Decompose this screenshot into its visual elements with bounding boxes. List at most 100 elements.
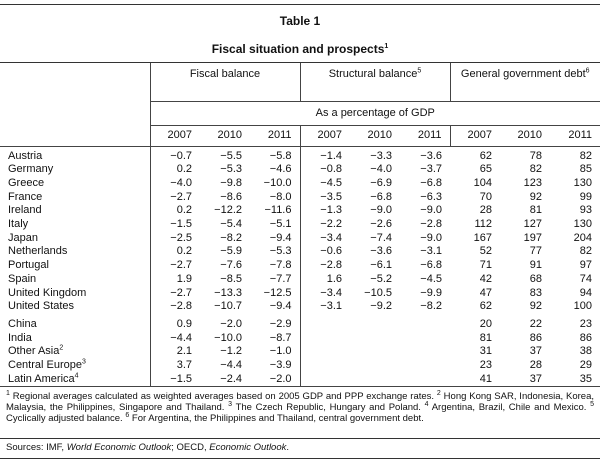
table-cell: 38 <box>579 345 592 358</box>
row-label: France <box>0 191 150 205</box>
table-cell: −1.4 <box>299 145 350 164</box>
table-cell: −7.6 <box>220 259 242 272</box>
country-name: Ireland <box>8 204 42 217</box>
table-row: China 0.9 −2.0 −2.9 20 22 23 <box>0 317 600 332</box>
table-cell: −3.7 <box>420 163 442 176</box>
table-cell: 100 <box>573 300 592 313</box>
table-cell: −9.8 <box>220 176 242 189</box>
table-cell: −1.3 <box>299 204 350 219</box>
table-cell: −9.0 <box>420 231 442 244</box>
footnote-text: The Czech Republic, Hungary and Poland. <box>235 402 421 413</box>
table-cell: 92 <box>529 190 542 203</box>
year-header: 2007 <box>449 124 500 146</box>
footnote-text: Cyclically adjusted balance. <box>6 413 123 424</box>
unit-row: As a percentage of GDP <box>0 100 600 125</box>
table-cell: 37 <box>529 345 542 358</box>
table-cell: 91 <box>529 259 542 272</box>
row-label: United Kingdom <box>0 287 150 301</box>
table-cell: 81 <box>479 331 492 344</box>
table-cell <box>350 372 400 388</box>
table-cell: 82 <box>529 163 542 176</box>
group-structural-balance: Structural balance5 <box>299 63 450 101</box>
top-rule <box>0 4 600 5</box>
table-cell: −5.5 <box>200 145 250 164</box>
table-cell: 62 <box>450 145 500 164</box>
table-cell <box>400 359 450 373</box>
footnote-number: 1 <box>6 389 10 397</box>
country-name: Italy <box>8 218 29 231</box>
table-cell: 86 <box>529 331 542 344</box>
sources: Sources: IMF, World Economic Outlook; OE… <box>6 442 289 453</box>
row-label: Other Asia2 <box>0 345 150 359</box>
row-label: United States <box>0 300 150 318</box>
footnote-text: For Argentina, the Philippines and Thail… <box>131 413 424 424</box>
table-cell: 62 <box>479 300 492 313</box>
title-text: Fiscal situation and prospects <box>211 42 385 56</box>
row-label: Central Europe3 <box>0 358 150 373</box>
table-cell: −4.5 <box>299 176 350 191</box>
sources-text: ; OECD, <box>171 442 210 453</box>
footnotes: 1 Regional averages calculated as weight… <box>6 389 595 424</box>
table-cell: −0.8 <box>299 163 350 177</box>
year-header: 2011 <box>550 124 600 146</box>
table-cell: −5.9 <box>220 245 242 258</box>
table-cell: 74 <box>579 272 592 285</box>
table-cell: 2.1 <box>149 345 200 360</box>
table-cell: −10.5 <box>364 286 392 299</box>
table-row: Latin America4 −1.5 −2.4 −2.0 41 37 35 <box>0 372 600 388</box>
table-cell: 0.9 <box>149 317 200 332</box>
table-label: Table 1 <box>279 14 321 28</box>
row-label: Germany <box>0 163 150 177</box>
table-cell: −4.5 <box>420 272 442 285</box>
table-cell: −9.0 <box>370 204 392 217</box>
table-cell: 52 <box>479 245 492 258</box>
year-header: 2010 <box>500 124 550 146</box>
table-cell: −2.8 <box>299 259 350 273</box>
table-cell: −8.0 <box>269 190 292 203</box>
table-cell: −11.6 <box>264 204 292 217</box>
country-name: China <box>8 317 37 330</box>
footnote-mark: 4 <box>74 372 79 380</box>
header-rule <box>0 62 600 63</box>
table-cell <box>400 345 450 359</box>
footnote-number: 4 <box>424 400 429 408</box>
table-cell: −6.9 <box>370 176 392 189</box>
source-publication: World Economic Outlook <box>66 442 172 453</box>
row-label: Spain <box>0 273 150 287</box>
stub-header <box>0 63 150 146</box>
group-label: General government debt <box>460 68 586 80</box>
table-cell: 0.2 <box>149 245 200 260</box>
row-label: Italy <box>0 218 150 232</box>
table-cell: 85 <box>579 163 592 176</box>
table-cell: −3.6 <box>400 145 450 164</box>
table-cell: 167 <box>473 231 492 244</box>
table-cell: −2.9 <box>269 317 292 330</box>
table-cell: −1.5 <box>149 218 200 232</box>
year-header: 2011 <box>400 124 450 146</box>
table-cell: −5.8 <box>250 145 300 164</box>
table-cell: −9.4 <box>269 231 292 244</box>
table-title: Fiscal situation and prospects1 <box>0 42 600 56</box>
source-publication: Economic Outlook <box>209 442 287 453</box>
table-cell: −10.0 <box>263 176 292 189</box>
table-row: India −4.4 −10.0 −8.7 81 86 86 <box>0 331 600 346</box>
table-cell: 97 <box>579 259 592 272</box>
footnote-number: 5 <box>590 400 595 408</box>
table-cell: 71 <box>479 259 492 272</box>
table-cell <box>400 372 450 388</box>
table-cell: 23 <box>579 317 592 330</box>
table-cell: −3.1 <box>420 245 442 258</box>
footnote-text: Regional averages calculated as weighted… <box>12 391 435 402</box>
table-cell <box>350 359 400 373</box>
table-row: Portugal −2.7 −7.6 −7.8 −2.8 −6.1 −6.8 71 91 97 <box>0 259 600 273</box>
table-cell: 94 <box>579 286 592 299</box>
table-cell: −1.5 <box>149 372 200 388</box>
table-cell: 70 <box>479 190 492 203</box>
table-cell: 41 <box>450 372 500 388</box>
table-cell: 68 <box>529 272 542 285</box>
table-cell: −4.6 <box>269 163 292 176</box>
table-cell: −1.0 <box>269 345 292 358</box>
year-header: 2007 <box>149 124 200 146</box>
table-cell: −6.1 <box>370 259 392 272</box>
fiscal-table: Fiscal balance Structural balance5 Gener… <box>0 63 600 388</box>
